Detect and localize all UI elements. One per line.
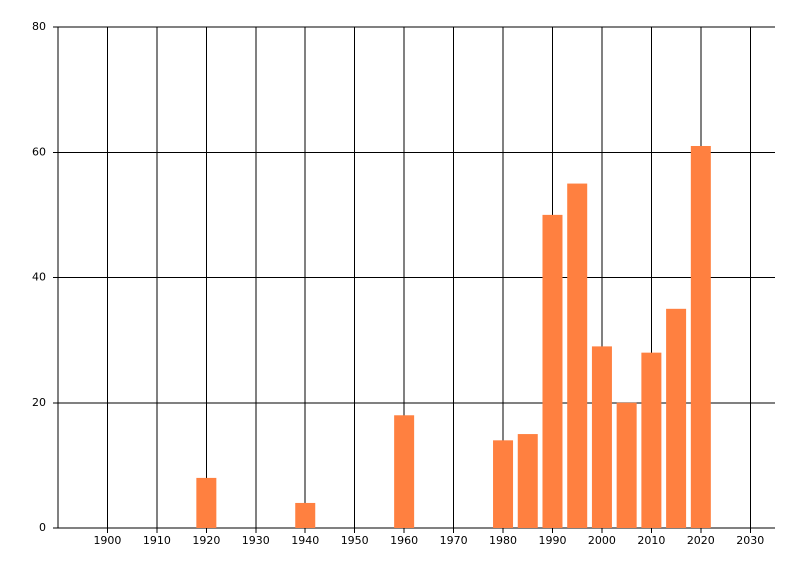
y-tick-label: 60 (32, 145, 46, 158)
bar (394, 415, 415, 528)
x-tick-label: 1950 (341, 534, 369, 547)
bar (690, 145, 711, 529)
x-tick-label: 1900 (93, 534, 121, 547)
x-tick-label: 1910 (143, 534, 171, 547)
bar (493, 440, 514, 528)
x-tick-label: 1980 (489, 534, 517, 547)
x-tick-label: 1970 (440, 534, 468, 547)
y-tick-label: 0 (39, 521, 46, 534)
bar (666, 308, 687, 528)
x-tick-label: 1990 (538, 534, 566, 547)
x-tick-label: 1920 (192, 534, 220, 547)
bar (591, 346, 612, 528)
y-tick-label: 20 (32, 396, 46, 409)
x-tick-label: 1960 (390, 534, 418, 547)
x-tick-label: 2030 (736, 534, 764, 547)
bar (567, 183, 588, 528)
x-tick-label: 1940 (291, 534, 319, 547)
bar (196, 477, 217, 528)
x-tick-label: 1930 (242, 534, 270, 547)
y-tick-label: 80 (32, 20, 46, 33)
bar (517, 434, 538, 528)
bar (295, 502, 316, 528)
y-tick-label: 40 (32, 271, 46, 284)
x-tick-label: 2010 (637, 534, 665, 547)
x-tick-label: 2000 (588, 534, 616, 547)
bar (616, 402, 637, 528)
bar (641, 352, 662, 528)
bar (542, 214, 563, 528)
x-tick-label: 2020 (687, 534, 715, 547)
